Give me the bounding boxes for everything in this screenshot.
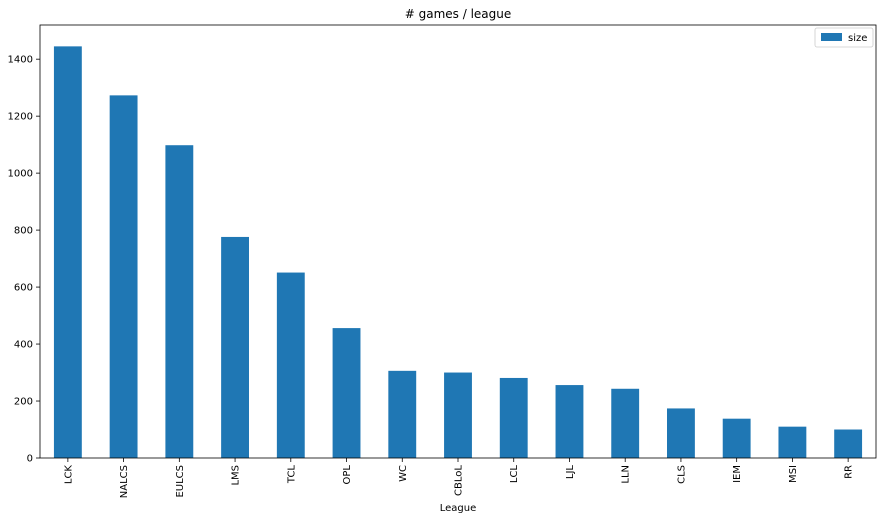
bar-lck [53,46,82,458]
legend-swatch [821,33,842,41]
x-tick-label: CBLoL [454,465,465,496]
x-tick-label: LJL [565,465,576,480]
bar-ljl [555,385,584,458]
bar-rr [834,429,863,458]
y-tick-label: 600 [14,283,33,294]
plot-frame [39,24,877,459]
x-tick-label: LCL [509,465,520,484]
y-axis: 0 200 400 600 800 1000 1200 1400 [8,55,40,465]
x-axis: LCK NALCS EULCS LMS TCL OPL WC CBLoL LCL LJL LLN CL… [63,458,855,498]
x-tick-label: LLN [621,465,632,484]
x-tick-label: EULCS [175,465,186,498]
bar-cls [667,408,695,458]
bar-nalcs [109,95,138,459]
y-tick-label: 1200 [8,112,33,123]
bar-eulcs [165,145,194,458]
y-tick-label: 400 [14,340,33,351]
bar-wc [388,370,417,458]
bar-msi [778,426,807,458]
x-tick-label: RR [844,465,855,479]
x-axis-label: League [440,503,477,514]
chart-title: # games / league [405,7,512,21]
bar-lcl [499,377,528,458]
x-tick-label: MSI [788,465,799,483]
bar-tcl [276,272,305,458]
legend: size [814,27,874,48]
bar-lln [611,388,640,458]
x-tick-label: LMS [231,465,242,486]
y-tick-label: 1400 [8,55,33,66]
x-tick-label: WC [398,465,409,482]
bar-lms [221,236,249,458]
legend-box [814,27,874,48]
bar-cblol [444,372,472,458]
x-tick-label: LCK [63,465,74,485]
x-tick-label: OPL [342,465,353,485]
x-tick-label: CLS [676,465,687,484]
x-tick-label: NALCS [119,465,130,498]
y-tick-label: 0 [27,454,33,465]
bar-opl [332,328,361,458]
legend-label: size [848,33,867,44]
bar-iem [722,418,751,458]
y-tick-label: 1000 [8,169,33,180]
x-tick-label: TCL [286,465,297,485]
bars-group [53,46,863,459]
y-tick-label: 800 [14,226,33,237]
y-tick-label: 200 [14,397,33,408]
x-tick-label: IEM [732,465,743,483]
